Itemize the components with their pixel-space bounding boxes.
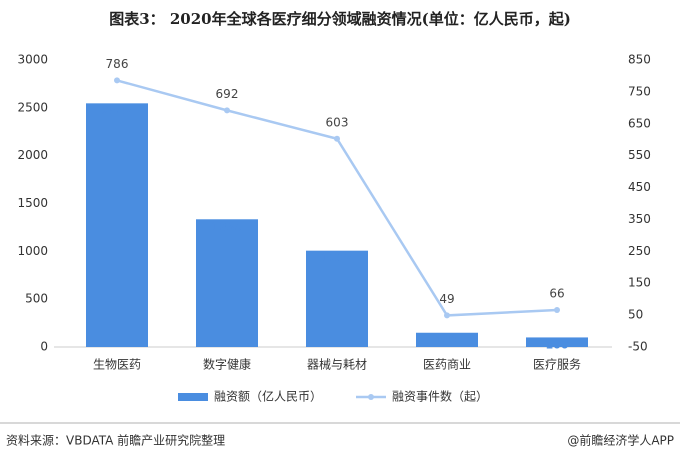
legend-swatch [178,393,208,401]
y-tick-label: 500 [25,292,48,306]
x-tick-label: 器械与耗材 [307,357,367,372]
source-note: 资料来源：VBDATA 前瞻产业研究院整理 [6,433,225,448]
y2-tick-label: 150 [628,276,651,290]
chart-title: 图表3： 2020年全球各医疗细分领域融资情况(单位：亿人民币，起) [109,10,571,28]
x-tick-label: 生物医药 [93,358,141,372]
x-tick-label: 医药商业 [423,357,471,372]
line-value-label: 66 [549,287,564,301]
line-point [554,307,560,314]
legend-label: 融资事件数（起） [392,389,488,404]
y2-tick-label: 550 [628,148,651,162]
y2-tick-label: 350 [628,212,651,226]
y-tick-label: 3000 [17,53,48,67]
credit: @前瞻经济学人APP [567,433,674,448]
line-point [334,135,340,142]
y2-tick-label: 850 [628,53,651,67]
line-value-label: 786 [106,57,129,71]
bar [86,103,148,347]
y2-tick-label: 50 [628,308,643,322]
y-tick-label: 1000 [17,244,48,258]
x-tick-label: 医疗服务 [533,357,581,372]
line-point [444,312,450,319]
bar-value-label: 2547 [102,104,133,117]
bar [196,219,258,347]
bar-value-label: 1335 [212,220,243,233]
y2-tick-label: 650 [628,116,651,130]
line-value-label: 692 [216,87,239,101]
x-tick-label: 数字健康 [203,357,251,372]
bar-value-label: 100 [546,338,569,351]
y2-tick-label: 450 [628,180,651,194]
line-value-label: 603 [326,115,349,129]
line-point [114,77,120,84]
bar [306,250,368,347]
y-tick-label: 2500 [17,100,48,114]
bar-value-label: 149 [436,334,459,347]
y-tick-label: 0 [40,340,48,354]
legend-swatch-point [368,394,374,400]
bar [526,337,588,347]
bar-value-label: 1007 [322,252,353,265]
y2-tick-label: 250 [628,244,651,258]
line-value-label: 49 [439,292,454,306]
y-tick-label: 2000 [17,148,48,162]
y-tick-label: 1500 [17,196,48,210]
line-point [224,107,230,114]
y2-tick-label: -50 [628,340,648,354]
bar [416,332,478,347]
y2-tick-label: 750 [628,84,651,98]
legend-label: 融资额（亿人民币） [214,389,322,404]
